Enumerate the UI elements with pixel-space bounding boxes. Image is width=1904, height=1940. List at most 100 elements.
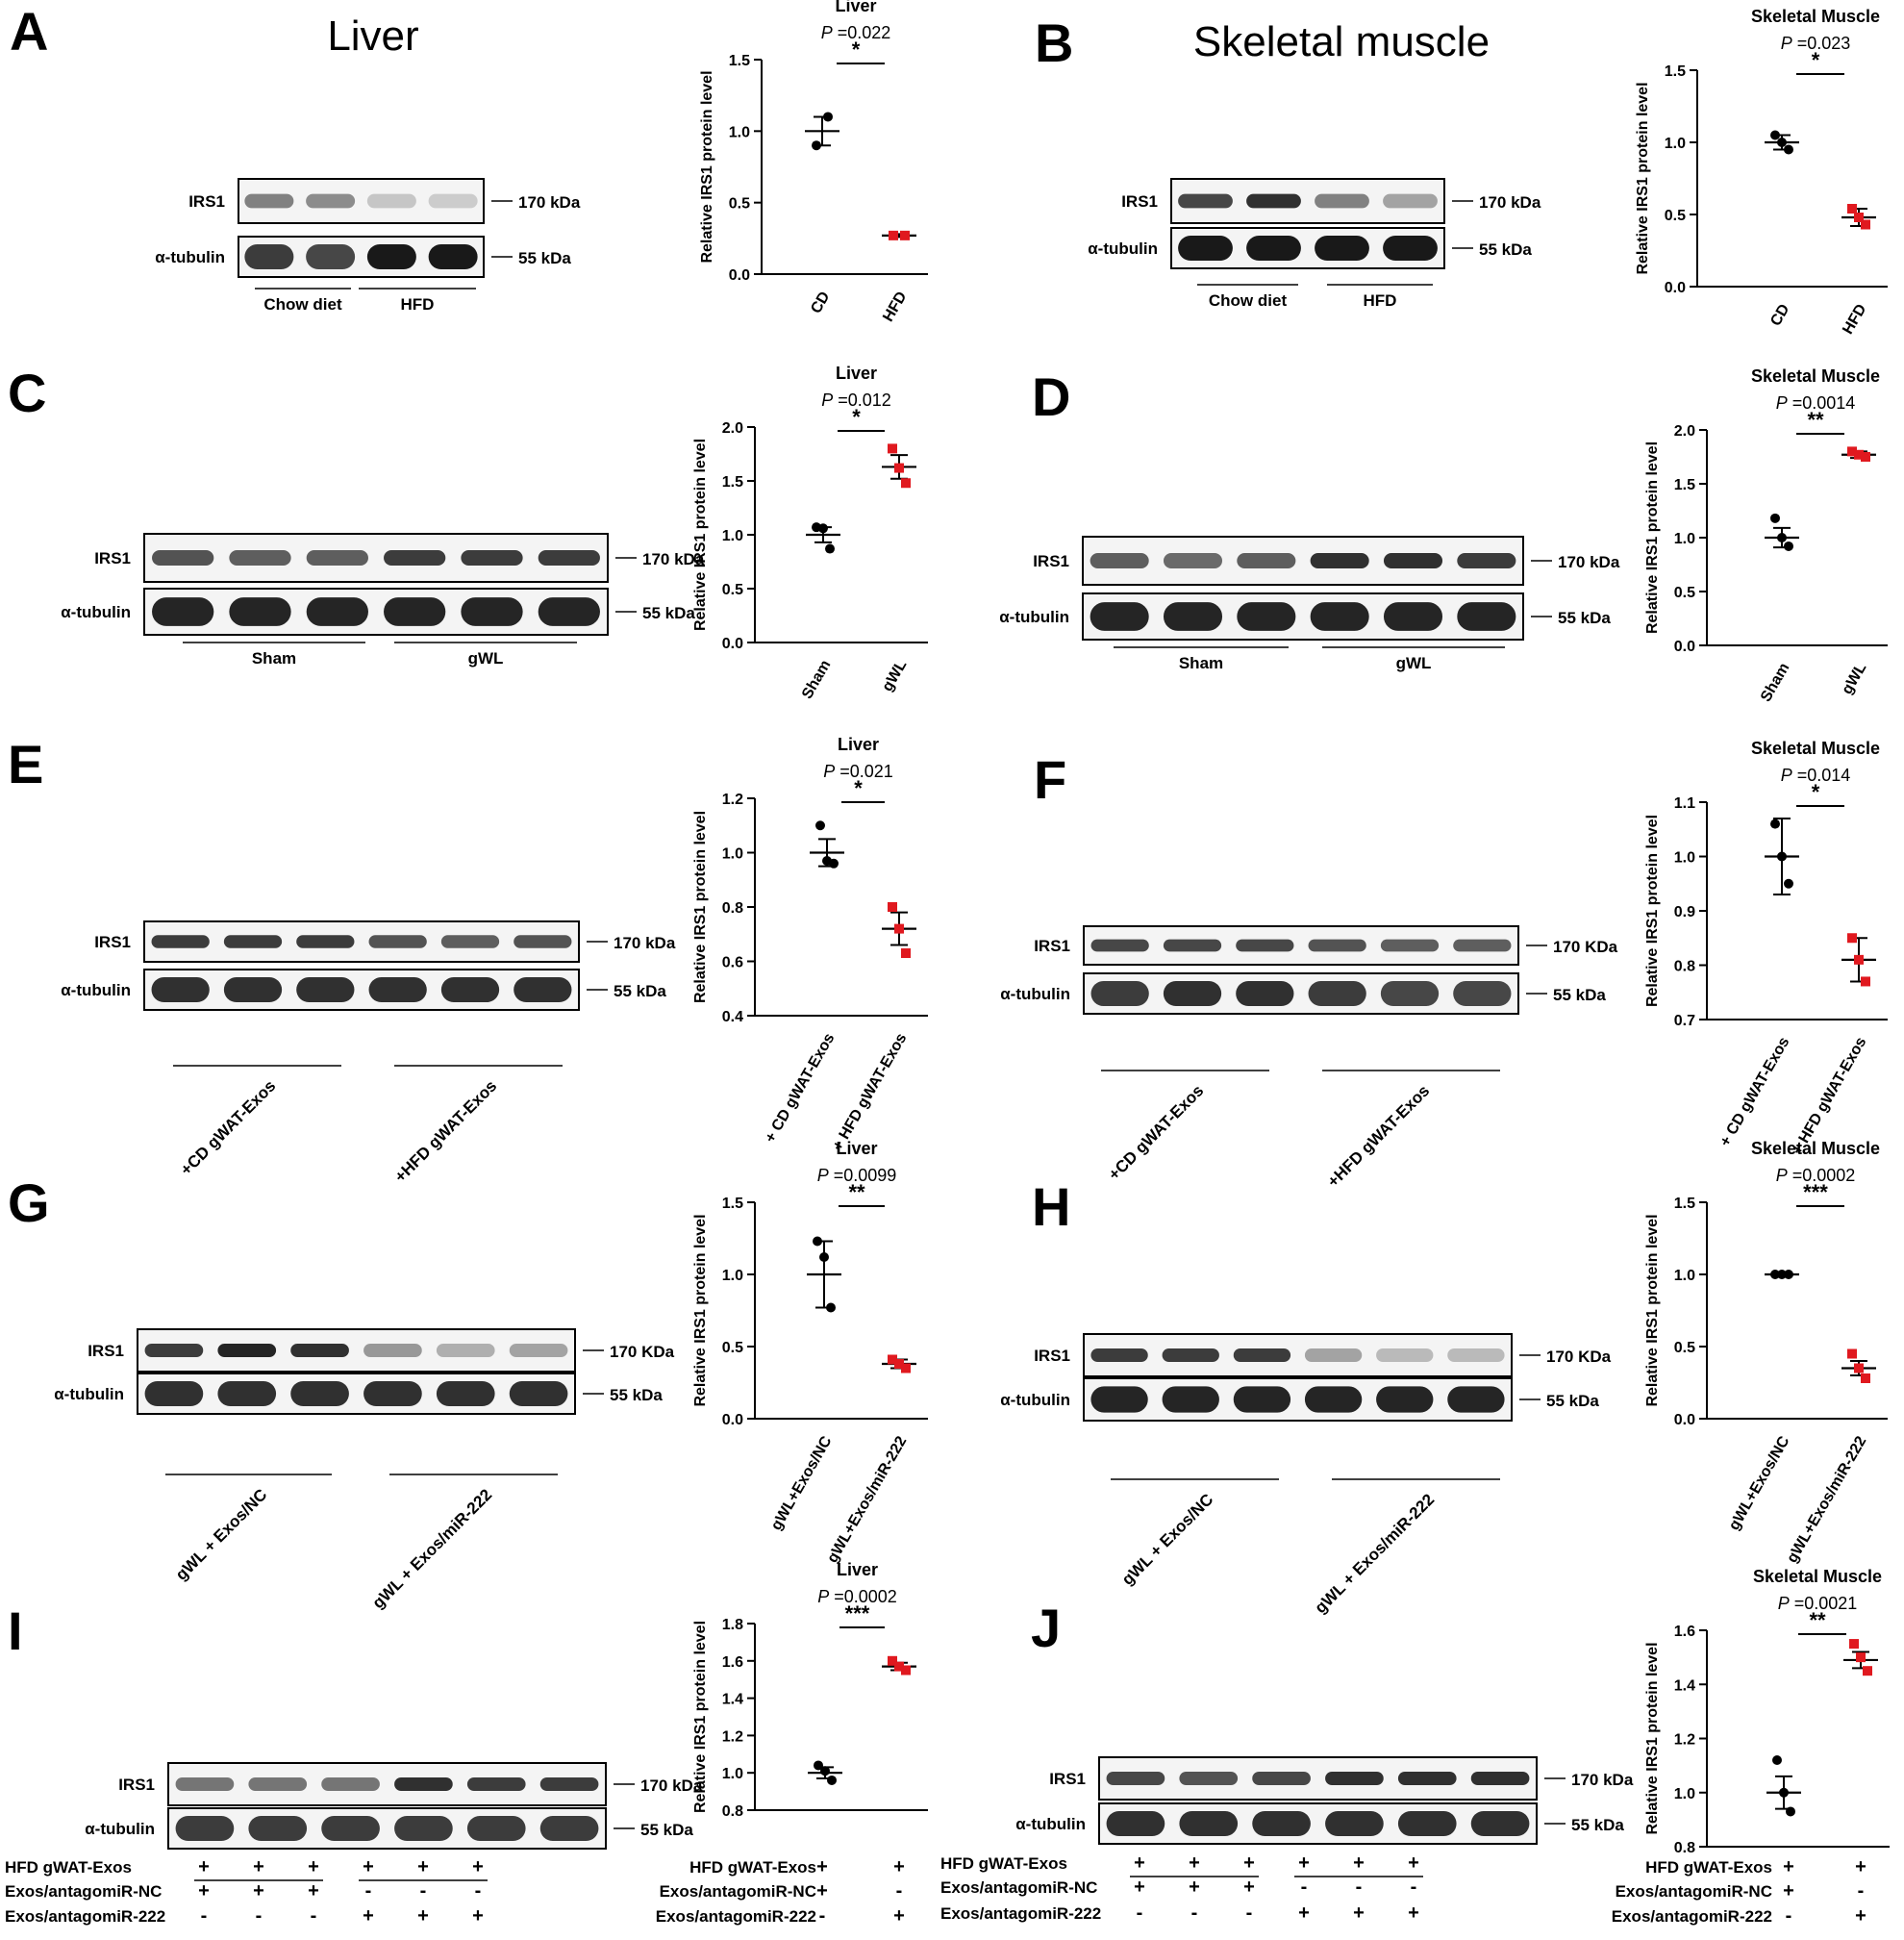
y-tick-label: 1.0 [1674, 1786, 1695, 1802]
x-tick-label: CD [1767, 302, 1792, 330]
panel-letter: E [8, 734, 43, 794]
panel-letter: C [8, 363, 46, 423]
table-sign: + [1408, 1902, 1419, 1924]
y-tick-label: 1.6 [722, 1654, 743, 1671]
blot-band [366, 243, 416, 270]
group-label: +HFD gWAT-Exos [1324, 1081, 1434, 1191]
p-number: =0.012 [833, 391, 891, 410]
p-symbol: P [823, 762, 835, 781]
y-tick-label: 0.8 [1674, 959, 1695, 975]
panel-e: E IRS1 170 kDa α-tubulin 55 kDa +CD gWAT-Exos… [8, 734, 676, 1186]
chart-title: Liver [837, 1560, 878, 1579]
data-point [1847, 1348, 1857, 1359]
marker-label: 170 kDa [518, 193, 581, 212]
panel-d: D IRS1 170 kDa α-tubulin 55 kDa Sham gWL [999, 366, 1620, 672]
table-sign: + [1298, 1852, 1310, 1874]
blot-row-label: α-tubulin [1000, 1391, 1070, 1409]
blot-band [1246, 235, 1301, 262]
data-point [1854, 954, 1864, 965]
blot-strip [1098, 1802, 1538, 1845]
y-axis-label: Relative IRS1 protein level [692, 1214, 709, 1406]
table-sign: + [1408, 1852, 1419, 1874]
data-point [894, 1359, 904, 1369]
western-blot: IRS1 170 kDa α-tubulin 55 kDa +CD gWAT-Exos +… [61, 920, 676, 1186]
data-point [901, 1665, 911, 1675]
x-tick-label: CD [808, 290, 833, 317]
blot-band [248, 1815, 308, 1842]
significance-stars: * [852, 38, 861, 62]
y-tick-label: 0.5 [1665, 208, 1686, 224]
panel-letter: B [1035, 13, 1073, 73]
blot-strip [143, 969, 580, 1011]
y-tick-label: 1.5 [1674, 477, 1695, 493]
y-tick-label: 0.5 [729, 196, 750, 213]
blot-row-label: α-tubulin [1000, 985, 1070, 1003]
y-tick-label: 0.5 [722, 582, 743, 598]
marker-label: 170 kDa [640, 1776, 703, 1795]
p-symbol: P [1781, 34, 1792, 53]
blot-band [538, 597, 600, 626]
blot-strip [1083, 1377, 1513, 1422]
data-point [1861, 452, 1870, 462]
p-value-group: P =0.021 [823, 762, 893, 781]
blot-band [1325, 1810, 1384, 1837]
data-point [1779, 1787, 1789, 1798]
data-point [818, 523, 828, 534]
chart-h: 0.0 0.5 1.0 1.5 Relative IRS1 protein level S… [1644, 1139, 1888, 1566]
blot-band [229, 597, 291, 626]
x-tick-label: + CD gWAT-Exos [763, 1030, 839, 1146]
blot-row-label: IRS1 [1049, 1770, 1086, 1788]
chart-a: 0.0 0.5 1.0 1.5 Relative IRS1 protein level L… [699, 0, 928, 324]
data-point [1777, 1270, 1787, 1279]
table-row-label: HFD gWAT-Exos [689, 1858, 816, 1877]
blot-row-label: IRS1 [1034, 937, 1070, 955]
table-sign: - [819, 1905, 826, 1927]
y-tick-label: 0.5 [722, 1340, 743, 1356]
chart-e: 0.4 0.6 0.8 1.0 1.2 Relative IRS1 protein lev… [692, 735, 928, 1153]
p-number: =0.0002 [829, 1587, 897, 1606]
blot-band [1252, 1771, 1311, 1786]
marker-label: 55 kDa [1571, 1816, 1624, 1834]
blot-band [1315, 235, 1369, 262]
data-point [1777, 533, 1787, 542]
blot-band [1252, 1810, 1311, 1837]
blot-band [1376, 1348, 1434, 1363]
blot-band [306, 243, 356, 270]
marker-label: 170 kDa [1571, 1771, 1634, 1789]
blot-band [394, 1776, 453, 1792]
marker-label: 170 kDa [642, 550, 705, 568]
blot-band [466, 1815, 526, 1842]
y-tick-label: 1.5 [729, 53, 750, 69]
marker-label: 55 kDa [642, 604, 695, 622]
group-label: gWL + Exos/NC [1118, 1490, 1216, 1588]
blot-strip [143, 588, 609, 636]
marker-label: 55 kDa [640, 1821, 693, 1839]
x-tick-label: gWL+Exos/miR-222 [824, 1433, 910, 1566]
table-sign: + [472, 1905, 484, 1927]
data-point [1784, 1270, 1793, 1279]
table-sign: + [1189, 1852, 1200, 1874]
blot-band [1447, 1386, 1505, 1413]
blot-band [440, 976, 500, 1003]
blot-band [461, 597, 523, 626]
table-sign: + [1243, 1877, 1255, 1898]
blot-band [1457, 553, 1516, 568]
p-value: P =0.0002 [1776, 1166, 1856, 1185]
blot-band [1090, 602, 1149, 631]
blot-band [1163, 553, 1223, 568]
blot-band [1308, 980, 1366, 1007]
p-value: P =0.014 [1781, 766, 1851, 785]
blot-strip [143, 920, 580, 963]
blot-band [1237, 602, 1296, 631]
p-number: =0.0021 [1790, 1594, 1858, 1613]
blot-row-label: IRS1 [94, 549, 131, 567]
p-value: P =0.0002 [817, 1587, 897, 1606]
data-point [825, 543, 835, 554]
p-value: P =0.0021 [1778, 1594, 1858, 1613]
blot-strip [1083, 972, 1519, 1015]
blot-band [1179, 1771, 1239, 1786]
blot-band [1163, 980, 1222, 1007]
data-point [888, 443, 897, 454]
x-tick-label: HFD [1840, 302, 1869, 338]
chart-title: Skeletal Muscle [1751, 739, 1880, 758]
